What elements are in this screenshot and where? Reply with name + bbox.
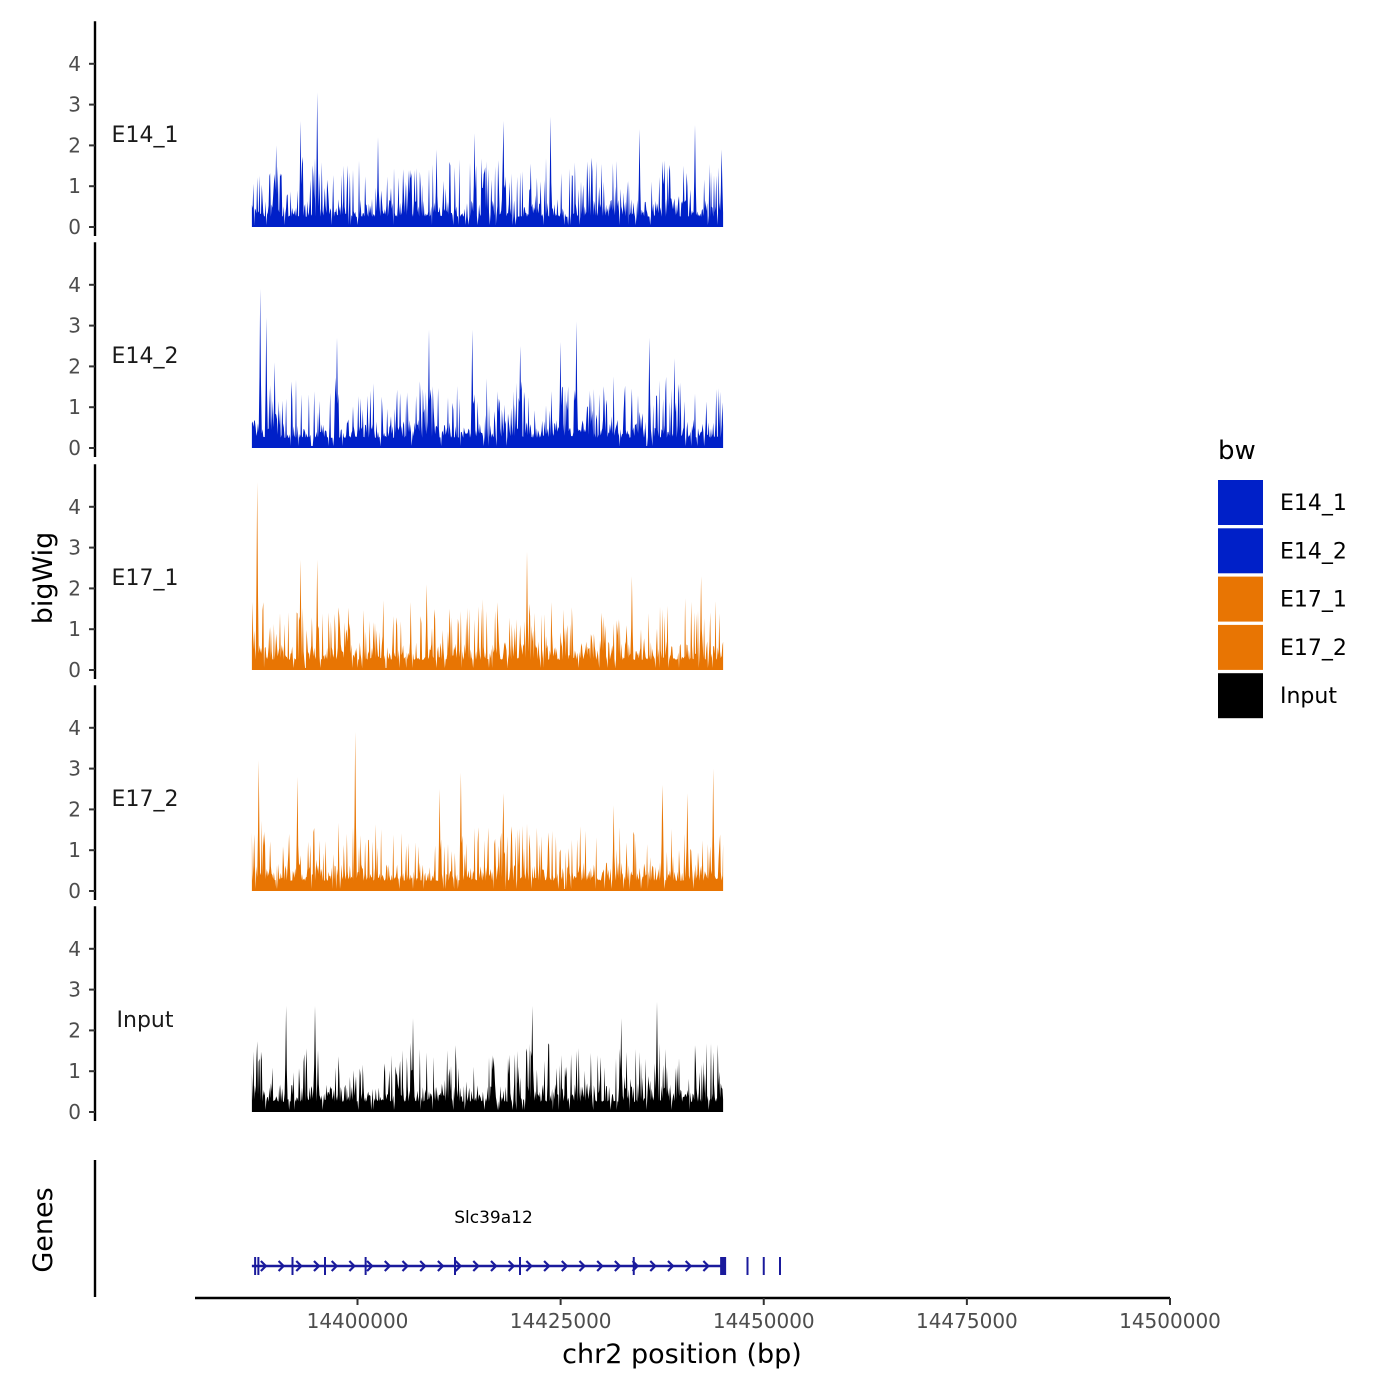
- signal-area-E17_1: [251, 482, 724, 670]
- y-tick-label: 0: [68, 879, 81, 903]
- y-tick-label: 3: [68, 536, 81, 560]
- y-tick-label: 1: [68, 617, 81, 641]
- y-tick-label: 3: [68, 314, 81, 338]
- track-label-Input: Input: [117, 1008, 174, 1033]
- y-tick-label: 4: [68, 495, 81, 519]
- x-axis-title: chr2 position (bp): [562, 1339, 802, 1370]
- track-E17_2: 0 1 2 3 4 E17_2: [68, 685, 724, 903]
- y-tick-label: 2: [68, 354, 81, 378]
- legend-swatch-E14_2: [1218, 528, 1263, 574]
- track-label-E17_2: E17_2: [112, 787, 179, 812]
- tracks-layer: 0 1 2 3 4 E14_1 0 1 2 3 4 E14_2 0 1 2 3 4 E17_1 0 1 2 3 4 E17_2…: [68, 21, 724, 1124]
- y-tick-label: 2: [68, 1018, 81, 1042]
- legend-label-E17_1: E17_1: [1280, 588, 1347, 613]
- legend-swatch-E17_1: [1218, 576, 1263, 622]
- signal-area-E14_1: [251, 92, 724, 228]
- signal-area-Input: [251, 1001, 724, 1112]
- legend-label-E17_2: E17_2: [1280, 636, 1347, 661]
- strand-arrow: [295, 1260, 303, 1272]
- legend-swatch-Input: [1218, 673, 1263, 719]
- strand-arrow: [437, 1260, 445, 1272]
- y-tick-label: 0: [68, 436, 81, 460]
- y-tick-label: 4: [68, 52, 81, 76]
- track-E17_1: 0 1 2 3 4 E17_1: [68, 464, 724, 682]
- legend: bw E14_1 E14_2 E17_1 E17_2 Input: [1218, 436, 1347, 719]
- strand-arrow: [596, 1260, 604, 1272]
- gene-name-label: Slc39a12: [454, 1208, 533, 1228]
- y-tick-label: 2: [68, 797, 81, 821]
- legend-swatch-E14_1: [1218, 480, 1263, 525]
- gene-end-block: [720, 1257, 727, 1275]
- strand-arrow: [277, 1260, 286, 1272]
- strand-arrow: [684, 1260, 693, 1272]
- genes-axis-title: Genes: [28, 1187, 59, 1272]
- strand-arrow: [702, 1260, 710, 1272]
- y-tick-label: 3: [68, 978, 81, 1002]
- x-axis: 14400000 14425000 14450000 14475000 14500000: [195, 1296, 1221, 1333]
- strand-arrow: [667, 1260, 675, 1272]
- strand-arrow: [507, 1260, 516, 1272]
- legend-title: bw: [1218, 436, 1256, 466]
- y-tick-label: 0: [68, 1100, 81, 1124]
- strand-arrow: [578, 1260, 587, 1272]
- x-tick-label: 14475000: [916, 1309, 1018, 1333]
- y-axis-title: bigWig: [28, 532, 59, 625]
- legend-label-Input: Input: [1280, 684, 1337, 709]
- strand-arrow: [260, 1260, 268, 1272]
- x-tick-label: 14450000: [713, 1309, 815, 1333]
- track-label-E14_2: E14_2: [112, 344, 179, 369]
- genes-layer: Slc39a12: [93, 1160, 781, 1297]
- x-tick-label: 14425000: [510, 1309, 612, 1333]
- signal-area-E17_2: [251, 731, 724, 891]
- strand-arrow: [366, 1260, 374, 1272]
- strand-arrow: [543, 1260, 551, 1272]
- y-tick-label: 1: [68, 395, 81, 419]
- track-Input: 0 1 2 3 4 Input: [68, 906, 724, 1124]
- strand-arrow: [454, 1260, 463, 1272]
- y-tick-label: 0: [68, 215, 81, 239]
- y-tick-label: 1: [68, 838, 81, 862]
- x-tick-label: 14500000: [1119, 1309, 1221, 1333]
- strand-arrow: [525, 1260, 533, 1272]
- strand-arrow: [348, 1260, 356, 1272]
- y-tick-label: 2: [68, 576, 81, 600]
- strand-arrow: [614, 1260, 622, 1272]
- strand-arrow: [330, 1260, 339, 1272]
- y-tick-label: 1: [68, 174, 81, 198]
- y-tick-label: 0: [68, 658, 81, 682]
- strand-arrow: [649, 1260, 657, 1272]
- strand-arrow: [490, 1260, 498, 1272]
- y-tick-label: 4: [68, 273, 81, 297]
- y-tick-label: 4: [68, 716, 81, 740]
- signal-area-E14_2: [251, 288, 724, 448]
- track-label-E17_1: E17_1: [112, 566, 179, 591]
- track-label-E14_1: E14_1: [112, 123, 179, 148]
- track-E14_2: 0 1 2 3 4 E14_2: [68, 242, 724, 460]
- y-tick-label: 2: [68, 133, 81, 157]
- legend-label-E14_2: E14_2: [1280, 539, 1347, 564]
- track-E14_1: 0 1 2 3 4 E14_1: [68, 21, 724, 239]
- y-tick-label: 4: [68, 937, 81, 961]
- x-tick-label: 14400000: [307, 1309, 409, 1333]
- y-tick-label: 1: [68, 1059, 81, 1083]
- strand-arrow: [313, 1260, 321, 1272]
- strand-arrow: [401, 1260, 410, 1272]
- y-tick-label: 3: [68, 757, 81, 781]
- strand-arrow: [472, 1260, 480, 1272]
- legend-label-E14_1: E14_1: [1280, 491, 1347, 516]
- y-tick-label: 3: [68, 93, 81, 117]
- strand-arrow: [419, 1260, 427, 1272]
- legend-swatch-E17_2: [1218, 624, 1263, 670]
- strand-arrow: [383, 1260, 392, 1272]
- strand-arrow: [560, 1260, 569, 1272]
